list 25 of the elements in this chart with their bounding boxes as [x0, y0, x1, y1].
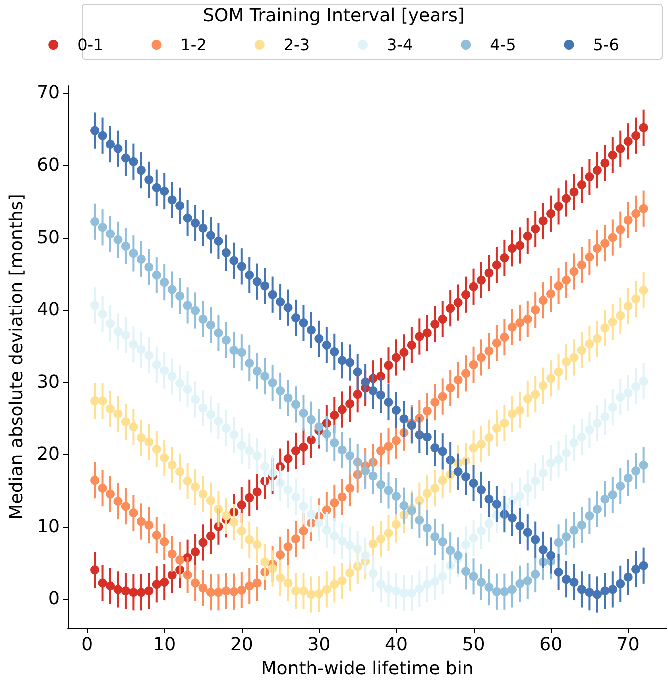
- legend-label: 1-2: [180, 36, 207, 54]
- legend-label: 4-5: [490, 36, 516, 54]
- x-tick-label: 10: [153, 634, 176, 656]
- x-tick-label: 60: [540, 634, 563, 656]
- y-tick-label: 10: [37, 516, 60, 538]
- x-tick-label: 40: [385, 634, 408, 656]
- x-tick-label: 30: [308, 634, 331, 656]
- legend-label: 3-4: [387, 36, 414, 54]
- x-tick-label: 50: [462, 634, 486, 656]
- y-tick-label: 20: [37, 444, 60, 466]
- y-axis-title: Median absolute deviation [months]: [6, 194, 28, 520]
- legend-title: SOM Training Interval [years]: [203, 6, 465, 26]
- x-tick-label: 20: [230, 634, 254, 656]
- x-tick-label: 70: [616, 634, 640, 656]
- legend-label: 2-3: [284, 36, 310, 54]
- legend-label: 0-1: [78, 36, 104, 54]
- legend-label: 5-6: [593, 36, 620, 54]
- y-tick-label: 60: [37, 154, 60, 176]
- y-tick-label: 40: [37, 300, 60, 321]
- y-tick-label: 50: [37, 227, 60, 248]
- x-axis-title: Month-wide lifetime bin: [261, 658, 474, 680]
- x-tick-label: 0: [82, 634, 94, 656]
- y-tick-label: 30: [37, 372, 60, 393]
- y-tick-label: 70: [37, 82, 60, 104]
- y-tick-label: 0: [48, 588, 60, 610]
